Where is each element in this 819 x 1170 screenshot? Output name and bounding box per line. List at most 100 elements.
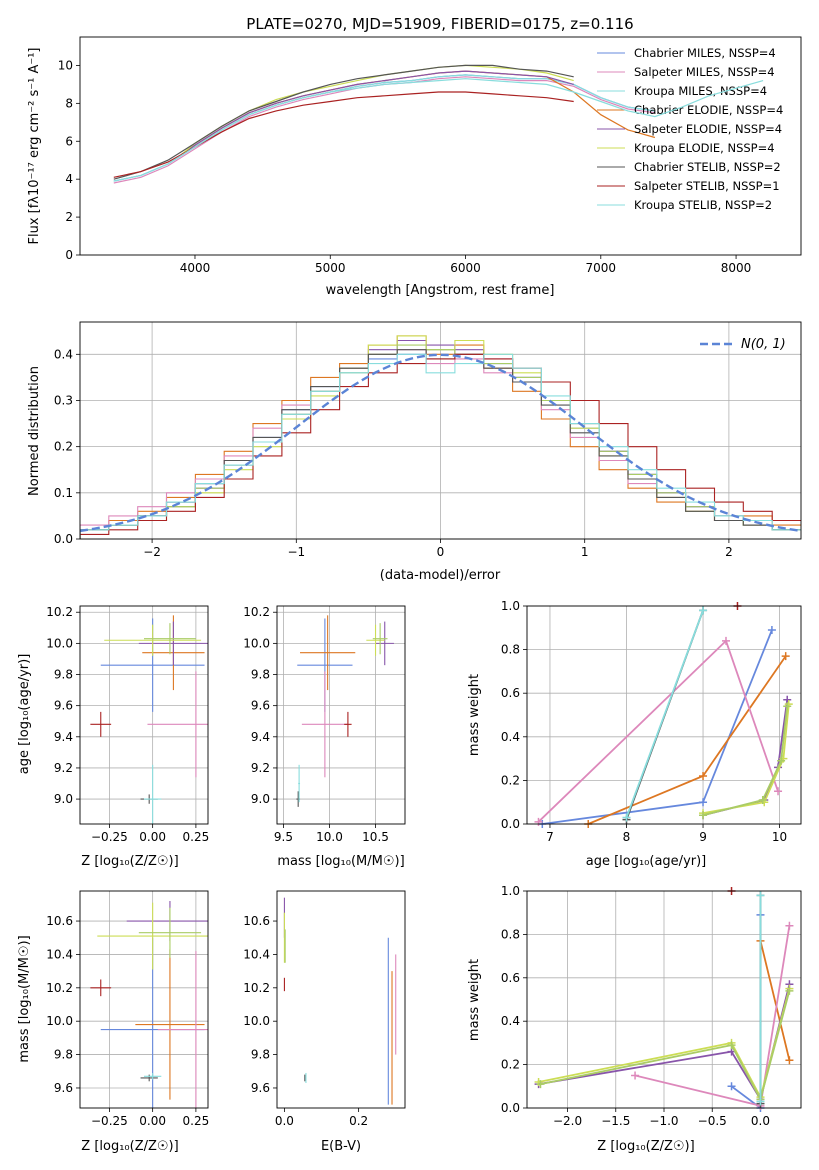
y-tick-label: 2 (65, 210, 73, 224)
weight-point-marker (781, 652, 790, 661)
y-tick-label: 9.8 (54, 1048, 73, 1062)
x-tick-label: 10.5 (362, 830, 389, 844)
y-tick-label: 10.2 (46, 981, 73, 995)
y-tick-label: 9.4 (251, 730, 270, 744)
x-tick-label: −0.5 (698, 1114, 727, 1128)
x-tick-label: 10.0 (316, 830, 343, 844)
normal-curve (80, 353, 801, 533)
x-tick-label: 7 (546, 830, 554, 844)
y-tick-label: 0.4 (501, 1014, 520, 1028)
y-tick-label: 1.0 (501, 884, 520, 898)
zage-xlabel: Z [log₁₀(Z/Z☉)] (81, 854, 178, 869)
x-tick-label: −0.25 (91, 830, 128, 844)
zweight-xlabel: Z [log₁₀(Z/Z☉)] (597, 1139, 694, 1154)
legend-label: Chabrier ELODIE, NSSP=4 (634, 103, 783, 117)
x-tick-label: 9.5 (274, 830, 293, 844)
mass-age-panel: 9.5 10.0 10.5 9.0 9.2 9.4 9.6 9.8 10.0 10.2 (243, 605, 406, 844)
x-tick-label: 7000 (586, 261, 617, 275)
spectrum-xlabel: wavelength [Angstrom, rest frame] (326, 283, 555, 298)
y-tick-label: 9.2 (251, 761, 270, 775)
y-tick-label: 0.0 (501, 1101, 520, 1115)
weight-point-marker (777, 756, 786, 765)
y-tick-label: 0.8 (501, 927, 520, 941)
x-tick-label: 0.0 (275, 1114, 294, 1128)
x-tick-label: 8 (623, 830, 631, 844)
weight-point-marker (631, 1071, 640, 1080)
y-tick-label: 9.0 (54, 792, 73, 806)
y-tick-label: 0.8 (501, 643, 520, 657)
weight-point-marker (699, 811, 708, 820)
x-tick-label: 0.0 (751, 1114, 770, 1128)
spectrum-panel: 4000 5000 6000 7000 8000 0 2 4 6 8 10 Chabrier MILE… (58, 36, 802, 275)
spectrum-ylabel: Flux [fλ10⁻¹⁷ erg cm⁻² s⁻¹ A⁻¹] (27, 48, 42, 245)
y-tick-label: 0.4 (54, 347, 73, 361)
z-age-panel: −0.25 0.00 0.25 9.0 9.2 9.4 9.6 9.8 10.0 10.2 (46, 605, 209, 844)
weight-series-line (759, 940, 791, 1061)
zweight-ylabel: mass weight (467, 959, 482, 1041)
weight-point-marker (699, 772, 708, 781)
ageweight-xlabel: age [log₁₀(age/yr)] (586, 854, 707, 869)
weight-point-marker (758, 796, 767, 805)
y-tick-label: 10.0 (243, 1014, 270, 1028)
weight-point-marker (536, 1080, 545, 1089)
axes-frame (79, 321, 802, 540)
x-tick-label: 0.00 (139, 1114, 166, 1128)
y-tick-label: 0.3 (54, 393, 73, 407)
figure-title: PLATE=0270, MJD=51909, FIBERID=0175, z=0… (246, 15, 633, 33)
x-tick-label: 9 (699, 830, 707, 844)
weight-series-line (587, 655, 787, 824)
hist-legend-label: N(0, 1) (741, 337, 786, 352)
y-tick-label: 8 (65, 96, 73, 110)
weight-point-marker (756, 891, 765, 900)
spectrum-series-line (181, 70, 656, 155)
x-tick-label: −2.0 (553, 1114, 582, 1128)
residual-histogram-panel: −2 −1 0 1 2 0.0 0.1 0.2 0.3 0.4 (54, 321, 802, 559)
y-tick-label: 9.6 (54, 1081, 73, 1095)
y-tick-label: 10.0 (243, 636, 270, 650)
y-tick-label: 0 (65, 248, 73, 262)
x-tick-label: 6000 (450, 261, 481, 275)
x-tick-label: −1.5 (601, 1114, 630, 1128)
weight-point-marker (756, 1097, 765, 1106)
y-tick-label: 0.0 (501, 817, 520, 831)
axes-frame (79, 890, 209, 1109)
y-tick-label: 0.2 (54, 440, 73, 454)
y-tick-label: 1.0 (501, 599, 520, 613)
y-tick-label: 9.6 (251, 1081, 270, 1095)
y-tick-label: 9.6 (54, 699, 73, 713)
x-tick-label: 0.25 (183, 1114, 210, 1128)
weight-point-marker (534, 817, 543, 826)
y-tick-label: 10.6 (46, 914, 73, 928)
y-tick-label: 10 (58, 58, 73, 72)
y-tick-label: 6 (65, 134, 73, 148)
x-tick-label: 8000 (721, 261, 752, 275)
axes-frame (79, 605, 209, 825)
spectrum-series-line (181, 70, 574, 155)
weight-series-line (730, 914, 762, 1108)
y-tick-label: 10.2 (243, 605, 270, 619)
hist-xlabel: (data-model)/error (380, 568, 501, 583)
spectrum-series-line (113, 74, 655, 182)
legend-label: Kroupa ELODIE, NSSP=4 (634, 141, 775, 155)
y-tick-label: 9.0 (251, 792, 270, 806)
y-tick-label: 10.0 (46, 636, 73, 650)
legend-label: Kroupa MILES, NSSP=4 (634, 84, 767, 98)
weight-series-line (625, 610, 704, 818)
y-tick-label: 10.4 (243, 947, 270, 961)
weight-point-marker (699, 606, 708, 615)
y-tick-label: 9.6 (251, 699, 270, 713)
axes-frame (526, 890, 802, 1109)
y-tick-label: 9.8 (251, 1048, 270, 1062)
y-tick-label: 0.0 (54, 532, 73, 546)
y-tick-label: 10.0 (46, 1014, 73, 1028)
axes-frame (276, 890, 406, 1109)
spectrum-series-line (113, 91, 574, 178)
weight-point-marker (767, 625, 776, 634)
legend-label: Salpeter ELODIE, NSSP=4 (634, 122, 782, 136)
y-tick-label: 0.2 (501, 1058, 520, 1072)
weight-point-marker (727, 1082, 736, 1091)
legend-label: Salpeter MILES, NSSP=4 (634, 65, 775, 79)
legend-label: Chabrier MILES, NSSP=4 (634, 46, 776, 60)
x-tick-label: 0.2 (349, 1114, 368, 1128)
